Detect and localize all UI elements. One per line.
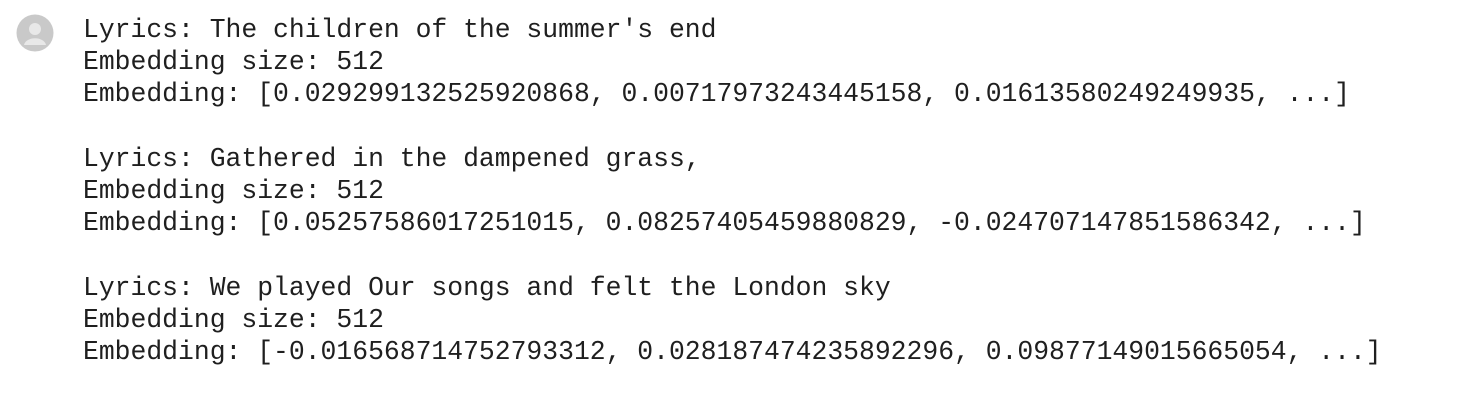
size-line: Embedding size: 512 (83, 304, 384, 335)
embedding-line: Embedding: [0.05257586017251015, 0.08257… (83, 208, 1366, 239)
embedding-line: Embedding: [-0.016568714752793312, 0.028… (83, 337, 1382, 367)
size-line: Embedding size: 512 (83, 47, 384, 78)
size-line: Embedding size: 512 (83, 176, 384, 206)
lyrics-line: Lyrics: We played Our songs and felt the… (83, 272, 891, 303)
avatar (16, 14, 54, 52)
lyrics-line: Lyrics: The children of the summer's end (83, 15, 717, 45)
embedding-line: Embedding: [0.029299132525920868, 0.0071… (83, 79, 1350, 110)
lyrics-line: Lyrics: Gathered in the dampened grass, (83, 143, 701, 174)
